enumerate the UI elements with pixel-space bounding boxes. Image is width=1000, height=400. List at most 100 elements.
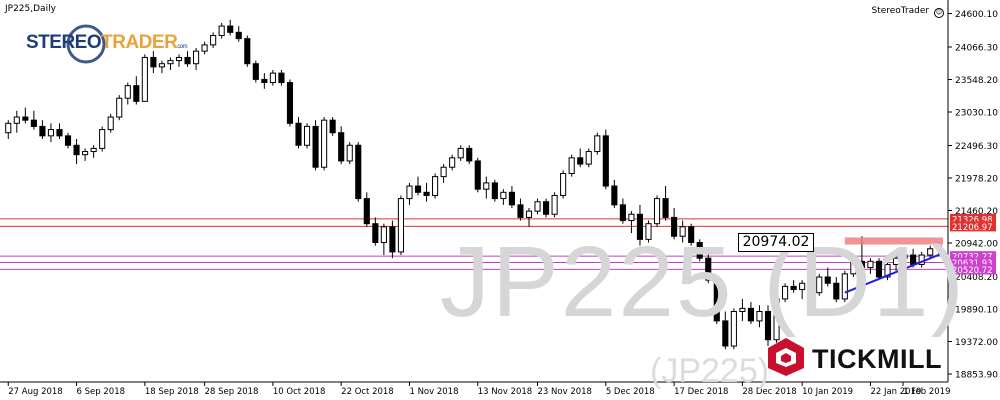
candle-body xyxy=(5,122,12,134)
candle-body xyxy=(380,226,387,243)
time-tick-label: 17 Dec 2018 xyxy=(674,387,728,397)
price-tick-label: 22496.30 xyxy=(955,142,998,152)
candle-body xyxy=(278,72,285,84)
candle-body xyxy=(636,213,644,240)
candle-body xyxy=(739,307,746,313)
tickmill-logo-mark xyxy=(768,338,804,376)
candle-body xyxy=(150,56,157,68)
candle-body xyxy=(705,257,712,281)
time-tick-label: 27 Aug 2018 xyxy=(8,387,62,397)
candle-body xyxy=(13,116,20,124)
candle-body xyxy=(218,25,225,36)
candle-body xyxy=(517,204,524,218)
level-price-tag xyxy=(950,257,996,268)
candle-body xyxy=(47,129,55,137)
smiley-icon: ☺ xyxy=(934,8,944,18)
candle-body xyxy=(244,38,251,65)
candle-body xyxy=(124,85,131,99)
candle-body xyxy=(22,116,29,121)
axes xyxy=(0,0,949,383)
candle-body xyxy=(184,56,191,65)
candle-body xyxy=(534,201,541,212)
platform-name: StereoTrader xyxy=(871,6,930,16)
candle-body xyxy=(90,147,97,153)
candle-body xyxy=(730,311,737,347)
candle-body xyxy=(167,60,174,65)
ascending-trendline xyxy=(844,252,944,294)
time-tick-label: 22 Oct 2018 xyxy=(341,387,394,397)
time-tick-label: 1 Nov 2018 xyxy=(409,387,458,397)
candle-body xyxy=(99,129,106,149)
candle-body xyxy=(560,172,567,196)
tickmill-logo: TICKMILL xyxy=(764,336,944,378)
candle-body xyxy=(432,176,439,196)
candle-body xyxy=(73,144,80,156)
candle-body xyxy=(372,223,379,243)
candle-body xyxy=(227,25,234,33)
candle-body xyxy=(295,122,302,146)
candle-body xyxy=(235,31,242,40)
candle-body xyxy=(585,151,592,165)
level-price-tag xyxy=(950,251,996,262)
candle-body xyxy=(594,135,601,153)
candle-body xyxy=(312,125,319,168)
candle-body xyxy=(158,63,165,68)
time-tick-label: 28 Sep 2018 xyxy=(205,387,259,397)
candle-body xyxy=(688,226,695,243)
candle-body xyxy=(440,166,447,178)
level-price-text: 20520.72 xyxy=(952,266,993,276)
candle-body xyxy=(858,260,865,269)
candle-body xyxy=(696,241,703,259)
candles xyxy=(5,19,942,350)
candle-body xyxy=(303,125,311,146)
candle-body xyxy=(406,185,413,200)
watermark-subsymbol: (JP225) xyxy=(650,352,770,390)
candle-body xyxy=(449,157,456,168)
candle-body xyxy=(457,147,464,159)
candle-body xyxy=(875,260,883,278)
candle-body xyxy=(679,226,686,237)
candle-body xyxy=(116,97,123,118)
level-price-text: 21206.97 xyxy=(952,223,993,233)
candle-body xyxy=(414,185,422,193)
candle-body xyxy=(210,34,217,46)
candle-body xyxy=(824,276,831,284)
candle-body xyxy=(500,191,507,200)
candle-body xyxy=(653,198,661,225)
candle-body xyxy=(30,119,37,127)
candle-body xyxy=(901,254,908,259)
candle-body xyxy=(107,116,114,131)
candle-body xyxy=(491,182,498,200)
candle-body xyxy=(423,191,430,196)
candle-body xyxy=(807,282,814,294)
level-price-text: 21326.98 xyxy=(952,215,993,225)
level-price-tag xyxy=(950,213,996,224)
price-tick-label: 20942.00 xyxy=(955,240,998,250)
time-tick-label: 13 Nov 2018 xyxy=(478,387,532,397)
candle-body xyxy=(56,129,63,137)
candle-body xyxy=(867,260,874,269)
candle-body xyxy=(64,135,72,146)
candle-body xyxy=(568,157,575,174)
candle-body xyxy=(269,72,276,84)
candle-body xyxy=(525,210,533,218)
candle-body xyxy=(474,160,481,190)
time-tick-label: 1 Feb 2019 xyxy=(903,387,951,397)
time-tick-label: 22 Jan 2019 xyxy=(870,387,921,397)
candle-body xyxy=(39,125,46,137)
candle-body xyxy=(935,245,942,250)
candle-body xyxy=(662,198,669,218)
candle-body xyxy=(346,144,353,162)
price-tick-label: 18853.90 xyxy=(955,370,998,380)
candle-body xyxy=(175,56,183,62)
candle-body xyxy=(141,56,148,102)
stereotrader-logo-text: STEREOTRADERcom xyxy=(26,32,188,54)
price-tick-label: 20408.20 xyxy=(955,273,998,283)
candle-body xyxy=(286,82,294,124)
tickmill-wordmark: TICKMILL xyxy=(812,344,942,374)
level-price-tag xyxy=(950,264,996,275)
candle-body xyxy=(252,63,259,80)
candle-body xyxy=(602,135,609,187)
